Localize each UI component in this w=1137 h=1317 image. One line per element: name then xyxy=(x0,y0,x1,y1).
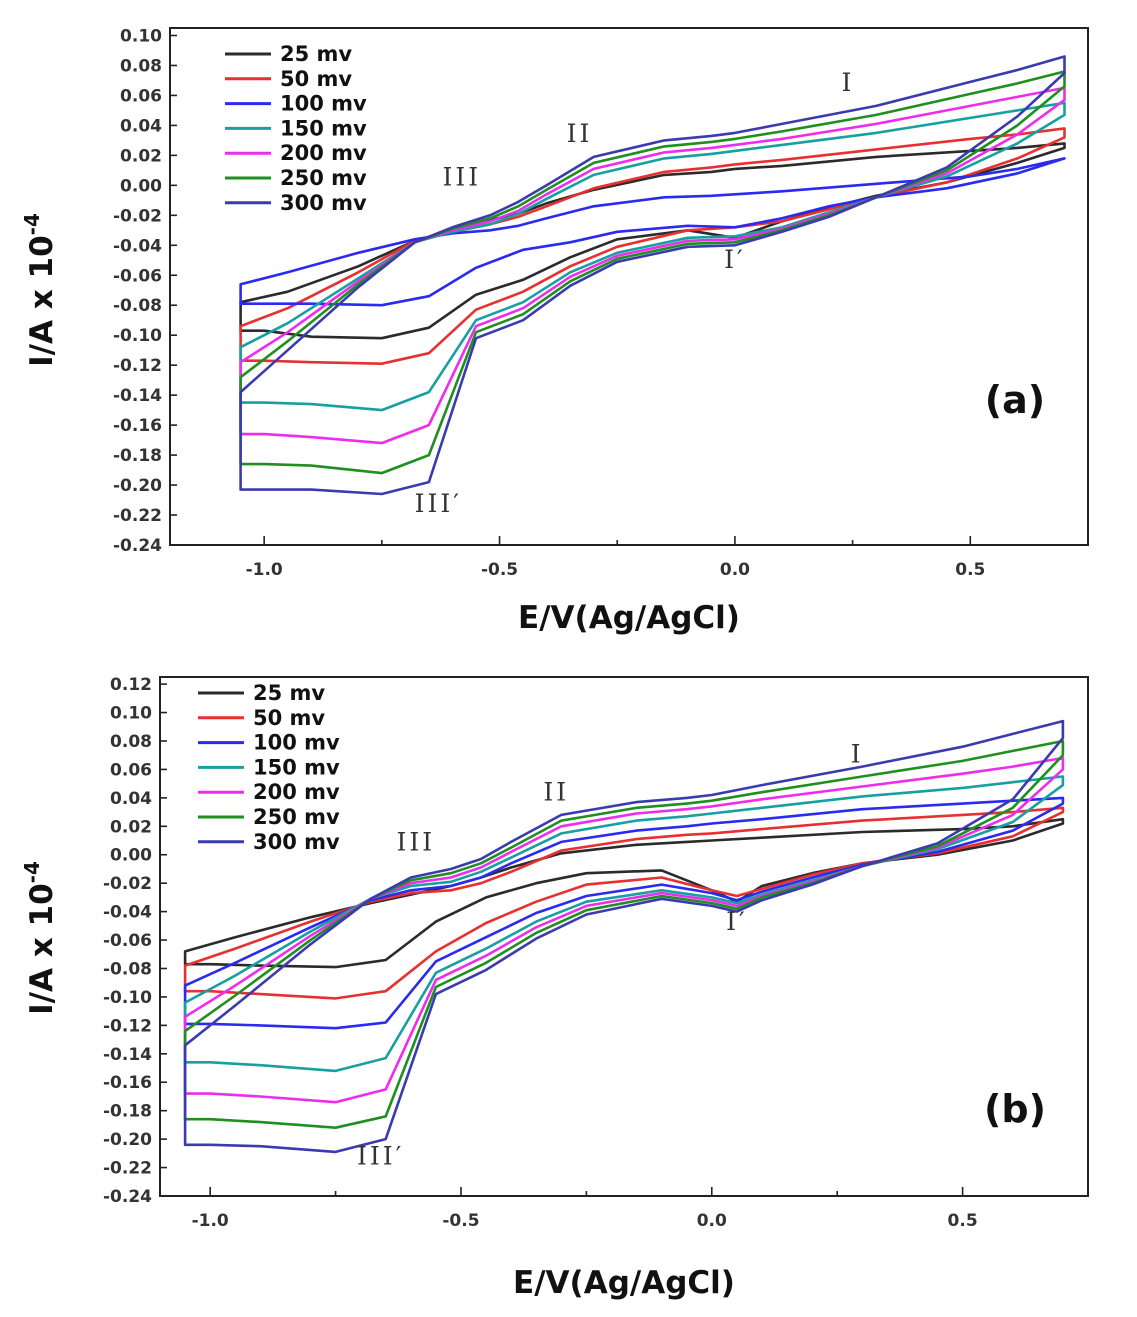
panel-b-x-tick-label: 0.0 xyxy=(697,1211,727,1231)
panel-a-series-line-100mv xyxy=(239,157,1066,307)
panel-b-y-tick-label: -0.20 xyxy=(103,1130,152,1150)
panel-a-y-tick-label: -0.16 xyxy=(113,416,162,436)
panel-a-y-tick-label: 0.10 xyxy=(120,26,162,46)
panel-a-legend-label: 25 mv xyxy=(280,42,352,66)
panel-b-x-tick-label: -0.5 xyxy=(442,1211,479,1231)
panel-b-series-line-150mv xyxy=(183,775,1065,1073)
panel-a-plot-frame xyxy=(169,27,1089,546)
panel-a-peak-annotation: III xyxy=(443,162,482,191)
panel-a-x-tick-label: -1.0 xyxy=(246,560,283,580)
panel-a-y-tick-label: 0.00 xyxy=(120,176,162,196)
panel-a-y-tick-label: 0.08 xyxy=(120,56,162,76)
panel-b-series-line-250mv xyxy=(183,739,1065,1129)
panel-a-series-line-300mv xyxy=(239,55,1066,496)
panel-a-x-tick-label: -0.5 xyxy=(481,560,518,580)
panel-a-series-group xyxy=(239,55,1066,496)
panel-a-peak-annotation: III′ xyxy=(415,489,462,518)
panel-a-peak-annotation: I xyxy=(841,68,854,97)
panel-a-y-tick-label: -0.06 xyxy=(113,266,162,286)
panel-a-y-axis-title: I/A x 10-4 xyxy=(20,213,60,367)
panel-b-series-group xyxy=(183,719,1065,1154)
panel-a-series-line-25mv xyxy=(239,142,1066,340)
panel-a-y-tick-label: 0.06 xyxy=(120,86,162,106)
panel-b-y-tick-label: 0.10 xyxy=(110,704,152,724)
panel-b-y-tick-label: -0.24 xyxy=(103,1187,152,1207)
panel-b-y-tick-label: -0.14 xyxy=(103,1045,152,1065)
panel-a-y-tick-label: -0.14 xyxy=(113,386,162,406)
panel-b-legend-label: 50 mv xyxy=(253,706,325,730)
panel-b-peak-annotation: III′ xyxy=(357,1142,404,1171)
panel-b-y-tick-label: -0.02 xyxy=(103,874,152,894)
panel-b-legend-label: 300 mv xyxy=(253,830,340,854)
panel-b-x-tick-label: -1.0 xyxy=(192,1211,229,1231)
panel-b-peak-annotation: II xyxy=(543,778,569,807)
panel-b-series-line-50mv xyxy=(183,806,1065,1000)
panel-a-x-tick-label: 0.0 xyxy=(720,560,750,580)
panel-a-y-tick-label: -0.04 xyxy=(113,236,162,256)
panel-b-y-tick-label: 0.06 xyxy=(110,760,152,780)
panel-a-y-tick-label: -0.08 xyxy=(113,296,162,316)
panel-b-legend-label: 150 mv xyxy=(253,755,340,779)
panel-b-legend-label: 250 mv xyxy=(253,805,340,829)
panel-a-y-tick-label: -0.22 xyxy=(113,506,162,526)
panel-b-x-axis-title: E/V(Ag/AgCl) xyxy=(513,1265,735,1301)
panel-a-legend-label: 250 mv xyxy=(280,166,367,190)
panel-a-y-tick-label: -0.24 xyxy=(113,536,162,556)
panel-a-legend-label: 300 mv xyxy=(280,191,367,215)
panel-b-y-tick-label: -0.10 xyxy=(103,988,152,1008)
panel-a-y-tick-label: -0.12 xyxy=(113,356,162,376)
panel-a-series-line-200mv xyxy=(239,86,1066,445)
panel-a-y-tick-label: -0.10 xyxy=(113,326,162,346)
panel-a-y-tick-label: -0.02 xyxy=(113,206,162,226)
panel-b-peak-annotation: I′ xyxy=(726,907,748,936)
panel-a-y-axis-exponent: -4 xyxy=(20,213,44,235)
panel-a-legend-label: 150 mv xyxy=(280,116,367,140)
panel-b-series-line-300mv xyxy=(183,719,1065,1154)
panel-b-y-tick-label: 0.04 xyxy=(110,789,152,809)
panel-a-series-line-250mv xyxy=(239,70,1066,475)
panel-b-x-tick-label: 0.5 xyxy=(948,1211,978,1231)
panel-b-plot-frame xyxy=(159,676,1089,1197)
panel-a-x-axis-title: E/V(Ag/AgCl) xyxy=(518,600,740,636)
panel-b-y-tick-label: -0.06 xyxy=(103,931,152,951)
panel-b-y-tick-label: -0.18 xyxy=(103,1102,152,1122)
panel-b-legend-label: 200 mv xyxy=(253,780,340,804)
panel-a-y-tick-label: 0.04 xyxy=(120,116,162,136)
panel-b-y-tick-label: 0.00 xyxy=(110,846,152,866)
panel-b-y-tick-label: -0.22 xyxy=(103,1159,152,1179)
panel-a-y-tick-label: -0.18 xyxy=(113,446,162,466)
panel-a-legend-label: 100 mv xyxy=(280,92,367,116)
panel-b-chart: 0.12 0.10 0.08 0.06 0.04 0.02 0.00 -0.02 -0.04 -0… xyxy=(20,675,1089,1301)
panel-b-y-tick-label: 0.12 xyxy=(110,675,152,695)
panel-a-legend-label: 200 mv xyxy=(280,141,367,165)
panel-b-peak-annotation: III xyxy=(397,827,436,856)
panel-b-peak-annotation: I xyxy=(851,739,864,768)
panel-b-y-axis-title: I/A x 10-4 xyxy=(20,861,60,1015)
panel-b-series-line-100mv xyxy=(183,796,1065,1030)
panel-b-y-tick-label: -0.08 xyxy=(103,959,152,979)
panel-b-y-tick-label: -0.04 xyxy=(103,903,152,923)
panel-b-legend-label: 100 mv xyxy=(253,731,340,755)
panel-a-panel-label: (a) xyxy=(985,378,1045,422)
panel-a-peak-annotation: II xyxy=(567,119,593,148)
panel-b-panel-label: (b) xyxy=(984,1087,1046,1131)
panel-b-y-tick-label: -0.16 xyxy=(103,1073,152,1093)
panel-b-legend-label: 25 mv xyxy=(253,681,325,705)
panel-a-y-tick-label: -0.20 xyxy=(113,476,162,496)
panel-a-y-tick-label: 0.02 xyxy=(120,146,162,166)
panel-b-y-tick-label: -0.12 xyxy=(103,1016,152,1036)
panel-b-y-axis-exponent: -4 xyxy=(20,861,44,883)
panel-a-x-tick-label: 0.5 xyxy=(955,560,985,580)
panel-a-chart: 0.10 0.08 0.06 0.04 0.02 0.00 -0.02 -0.04 -0.06 -… xyxy=(20,26,1089,636)
panel-b-y-tick-label: 0.08 xyxy=(110,732,152,752)
panel-a-series-line-50mv xyxy=(239,127,1066,365)
panel-b-y-tick-label: 0.02 xyxy=(110,817,152,837)
panel-a-peak-annotation: I′ xyxy=(724,245,746,274)
panel-b-series-line-200mv xyxy=(183,756,1065,1104)
panel-a-series-line-150mv xyxy=(239,101,1066,412)
panel-a-legend-label: 50 mv xyxy=(280,67,352,91)
